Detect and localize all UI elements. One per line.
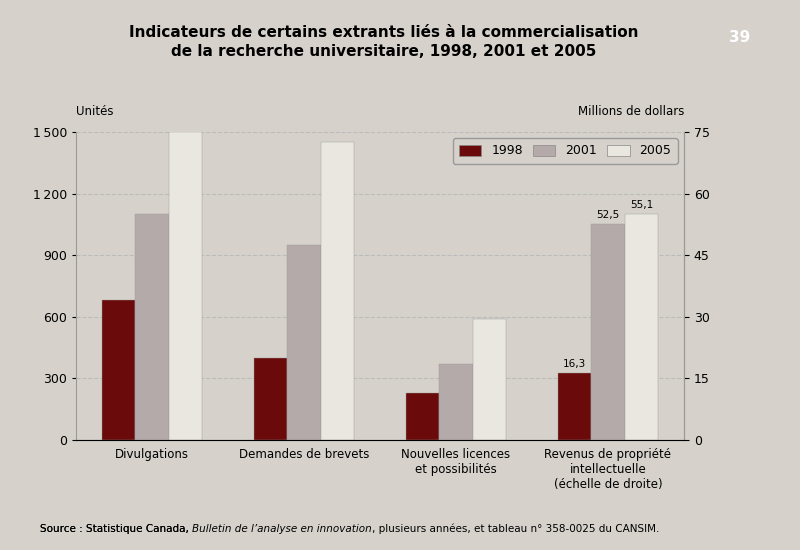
Text: , plusieurs années, et tableau n° 358-0025 du CANSIM.: , plusieurs années, et tableau n° 358-00… <box>372 523 659 534</box>
Text: Unités: Unités <box>76 105 114 118</box>
Bar <box>591 224 625 440</box>
Text: Source : Statistique Canada,: Source : Statistique Canada, <box>40 524 192 534</box>
Bar <box>406 393 439 440</box>
Text: 52,5: 52,5 <box>596 210 620 221</box>
Text: 55,1: 55,1 <box>630 200 653 210</box>
Legend: 1998, 2001, 2005: 1998, 2001, 2005 <box>453 138 678 164</box>
Text: de la recherche universitaire, 1998, 2001 et 2005: de la recherche universitaire, 1998, 200… <box>171 44 597 59</box>
Text: Bulletin de l’analyse en innovation: Bulletin de l’analyse en innovation <box>192 524 372 534</box>
Text: Indicateurs de certains extrants liés à la commercialisation: Indicateurs de certains extrants liés à … <box>130 25 638 40</box>
Bar <box>321 142 354 440</box>
Bar <box>558 373 591 440</box>
Text: 39: 39 <box>729 30 750 46</box>
Bar <box>102 300 135 440</box>
Text: Source : Statistique Canada,: Source : Statistique Canada, <box>40 524 192 534</box>
Bar <box>287 245 321 440</box>
Bar <box>254 358 287 440</box>
Bar <box>135 214 169 440</box>
Bar <box>169 132 202 440</box>
Bar <box>439 364 473 440</box>
Text: 16,3: 16,3 <box>563 359 586 369</box>
Text: Millions de dollars: Millions de dollars <box>578 105 684 118</box>
Bar <box>625 214 658 440</box>
Bar <box>473 319 506 440</box>
